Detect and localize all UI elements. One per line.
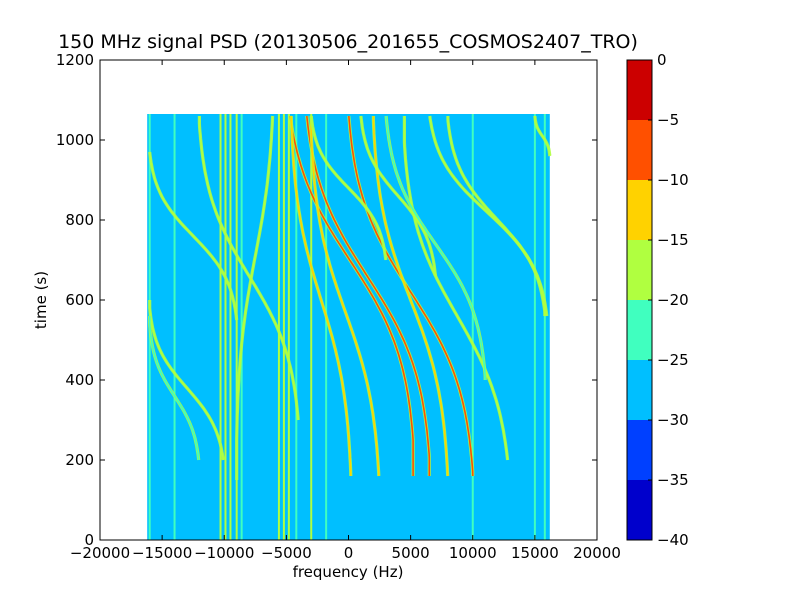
- x-axis: −20000 −15000 −10000 −5000 0 5000 10000 15000 20…: [70, 60, 621, 562]
- colorbar-tick-label: −15: [657, 231, 689, 249]
- chart-title: 150 MHz signal PSD (20130506_201655_COSM…: [58, 31, 638, 53]
- x-tick-label: 10000: [449, 544, 497, 562]
- colorbar-tick-label: −25: [657, 351, 689, 369]
- colorbar: −40 −35 −30 −25 −20 −15 −10 −5 0: [626, 51, 689, 549]
- y-tick-label: 1200: [56, 51, 94, 69]
- colorbar-swatch: [627, 360, 652, 420]
- y-tick-label: 200: [65, 451, 94, 469]
- x-tick-label: −10000: [194, 544, 254, 562]
- y-tick-label: 600: [65, 291, 94, 309]
- colorbar-swatch: [627, 180, 652, 240]
- colorbar-tick-label: −20: [657, 291, 689, 309]
- colorbar-swatch: [627, 240, 652, 300]
- heatmap: [147, 114, 552, 540]
- colorbar-tick-label: 0: [657, 51, 667, 69]
- doppler-track: [534, 116, 551, 157]
- doppler-track: [148, 151, 238, 321]
- doppler-track: [348, 115, 474, 477]
- colorbar-swatch: [627, 300, 652, 360]
- colorbar-swatch: [627, 120, 652, 180]
- colorbar-tick-label: −5: [657, 111, 679, 129]
- doppler-track: [385, 115, 487, 380]
- doppler-track: [310, 115, 387, 261]
- x-tick-label: 0: [344, 544, 354, 562]
- y-tick-label: 1000: [56, 131, 94, 149]
- doppler-track: [447, 116, 548, 317]
- x-tick-label: −5000: [261, 544, 312, 562]
- colorbar-swatch: [627, 60, 652, 120]
- x-tick-label: −15000: [132, 544, 192, 562]
- doppler-track: [290, 115, 352, 477]
- doppler-track: [310, 116, 380, 477]
- y-tick-label: 0: [84, 531, 94, 549]
- x-tick-label: 5000: [392, 544, 430, 562]
- doppler-track: [148, 316, 200, 461]
- y-axis-label: time (s): [32, 271, 50, 329]
- colorbar-tick-label: −40: [657, 531, 689, 549]
- colorbar-swatch: [627, 480, 652, 540]
- doppler-track: [148, 300, 225, 461]
- colorbar-tick-label: −10: [657, 171, 689, 189]
- y-tick-label: 800: [65, 211, 94, 229]
- doppler-track: [306, 115, 431, 476]
- doppler-track: [360, 115, 437, 277]
- x-tick-label: 15000: [511, 544, 559, 562]
- x-tick-label: 20000: [573, 544, 621, 562]
- doppler-track: [198, 116, 299, 421]
- doppler-track: [403, 116, 509, 461]
- heatmap-background: [147, 114, 550, 540]
- y-tick-label: 400: [65, 371, 94, 389]
- y-axis: 0 200 400 600 800 1000 1200: [56, 51, 597, 549]
- doppler-track: [372, 116, 449, 477]
- colorbar-tick-label: −35: [657, 471, 689, 489]
- colorbar-swatch: [627, 420, 652, 480]
- colorbar-tick-label: −30: [657, 411, 689, 429]
- x-axis-label: frequency (Hz): [293, 563, 404, 581]
- doppler-track: [289, 115, 414, 476]
- doppler-track: [235, 115, 274, 480]
- x-tick-label: −20000: [70, 544, 130, 562]
